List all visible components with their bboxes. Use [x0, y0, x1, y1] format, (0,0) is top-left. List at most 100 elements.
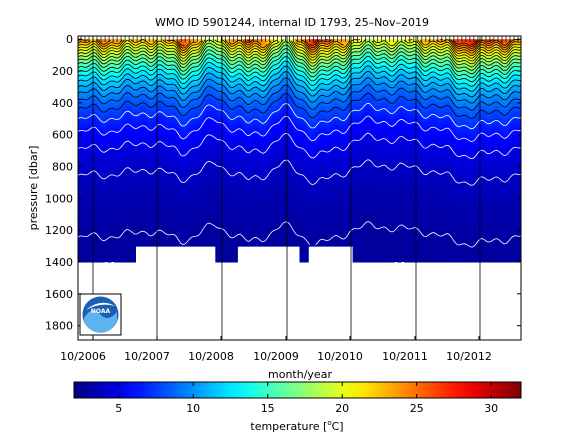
heat-cell [119, 112, 122, 117]
heat-cell [101, 223, 104, 228]
heat-cell [109, 236, 111, 241]
heat-cell [109, 61, 111, 66]
heat-cell [101, 71, 104, 75]
heat-cell [116, 255, 119, 260]
heat-cell [109, 156, 111, 161]
heat-cell [88, 176, 91, 180]
heat-cell [78, 96, 80, 101]
heat-cell [89, 112, 92, 117]
heat-cell [119, 255, 122, 260]
heat-cell [94, 166, 97, 171]
heat-cell [100, 166, 103, 171]
heat-cell [85, 246, 88, 250]
heat-cell [103, 163, 105, 168]
heat-cell [94, 121, 97, 126]
heat-cell [111, 207, 114, 212]
heat-cell [95, 239, 98, 244]
heat-cell [91, 153, 94, 158]
heat-cell [111, 80, 114, 85]
heat-cell [91, 96, 94, 101]
heat-cell [114, 48, 117, 53]
heat-cell [85, 188, 88, 193]
heat-cell [79, 77, 82, 82]
heat-cell [91, 106, 94, 110]
heat-cell [89, 230, 92, 234]
heat-cell [83, 211, 86, 215]
heat-cell [92, 99, 95, 104]
heat-cell [106, 42, 108, 47]
heat-cell [101, 211, 104, 215]
heat-cell [95, 163, 98, 168]
heat-cell [98, 255, 101, 260]
heat-cell [89, 147, 92, 152]
heat-cell [91, 226, 94, 231]
heat-cell [91, 121, 94, 126]
heat-cell [110, 249, 113, 253]
heat-cell [92, 211, 95, 215]
heat-cell [91, 118, 94, 123]
heat-cell [103, 67, 105, 72]
heat-cell [88, 109, 91, 113]
heat-cell [107, 93, 110, 97]
heat-cell [88, 239, 91, 244]
heat-cell [88, 58, 91, 62]
heat-cell [82, 39, 85, 43]
heat-cell [113, 233, 116, 238]
heat-cell [103, 99, 105, 104]
heat-cell [103, 207, 105, 212]
heat-cell [109, 220, 111, 225]
heat-cell [92, 249, 95, 253]
heat-cell [83, 236, 86, 241]
heat-cell [82, 150, 85, 155]
heat-cell [110, 166, 113, 171]
heat-cell [117, 125, 120, 129]
heat-cell [110, 214, 113, 218]
heat-cell [86, 55, 89, 59]
heat-cell [106, 185, 108, 190]
heat-cell [110, 185, 113, 190]
heat-cell [92, 121, 95, 126]
heat-cell [86, 239, 89, 244]
heat-cell [82, 226, 85, 231]
heat-cell [79, 150, 82, 155]
heat-cell [116, 106, 119, 110]
heat-cell [101, 255, 104, 260]
heat-cell [78, 191, 80, 196]
heat-cell [110, 255, 113, 260]
heat-cell [79, 169, 82, 174]
heat-cell [103, 77, 105, 82]
heat-cell [79, 211, 82, 215]
heat-cell [103, 115, 105, 120]
heat-cell [89, 77, 92, 82]
heat-cell [104, 230, 107, 234]
heat-cell [88, 128, 91, 132]
heat-cell [97, 96, 100, 101]
heat-cell [100, 217, 103, 222]
heat-cell [114, 109, 117, 113]
heat-cell [120, 45, 123, 50]
heat-cell [79, 166, 82, 171]
heat-cell [110, 96, 113, 101]
heat-cell [113, 137, 116, 142]
heat-cell [79, 188, 82, 193]
heat-cell [116, 58, 119, 62]
heat-cell [106, 106, 108, 110]
heat-cell [100, 42, 103, 47]
heat-cell [106, 223, 108, 228]
heat-cell [88, 99, 91, 104]
heat-cell [85, 102, 88, 107]
heat-cell [82, 67, 85, 72]
heat-cell [104, 118, 107, 123]
heat-cell [78, 214, 80, 218]
heat-cell [98, 160, 101, 164]
heat-cell [79, 185, 82, 190]
heat-cell [86, 163, 89, 168]
heat-cell [80, 39, 83, 43]
heat-cell [85, 42, 88, 47]
heat-cell [116, 201, 119, 206]
heat-cell [116, 121, 119, 126]
heat-cell [106, 191, 108, 196]
heat-cell [79, 258, 82, 263]
heat-cell [107, 230, 110, 234]
heat-cell [114, 74, 117, 78]
